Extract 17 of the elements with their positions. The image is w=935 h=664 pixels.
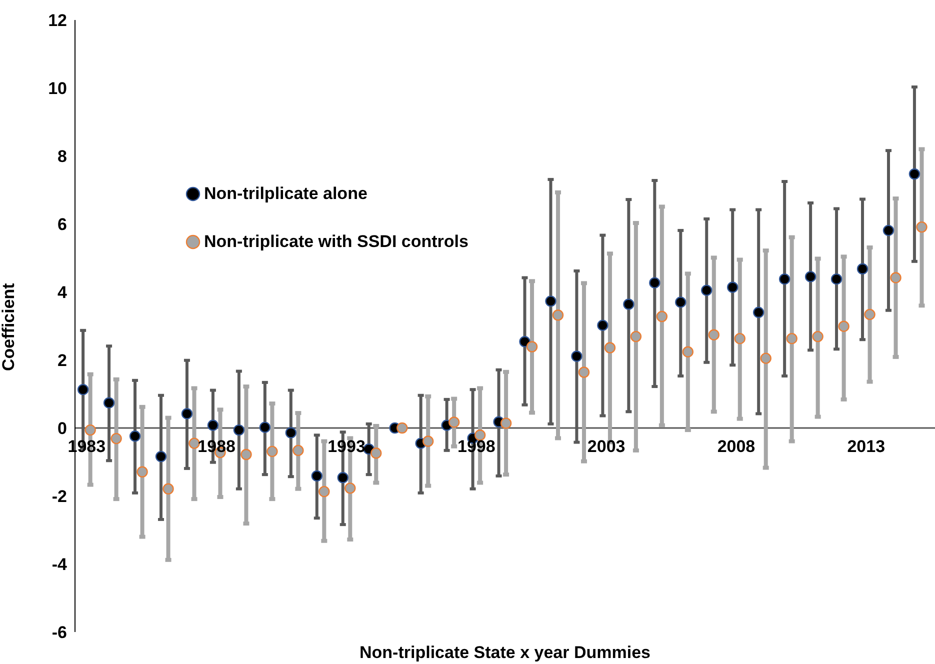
y-tick-label: 10 — [48, 79, 67, 98]
x-tick-label: 2008 — [717, 437, 756, 456]
y-tick-label: 12 — [48, 11, 67, 30]
y-tick-label: 4 — [58, 283, 68, 302]
legend-label: Non-triplicate with SSDI controls — [204, 232, 468, 252]
x-tick-label: 2013 — [847, 437, 886, 456]
x-tick-label: 2003 — [587, 437, 626, 456]
y-tick-label: -4 — [52, 555, 68, 574]
legend-label: Non-trilplicate alone — [204, 184, 368, 204]
y-tick-label: 2 — [58, 351, 67, 370]
y-tick-label: 6 — [58, 215, 67, 234]
y-tick-label: -2 — [52, 487, 67, 506]
y-tick-label: -6 — [52, 623, 67, 642]
y-tick-label: 0 — [58, 419, 67, 438]
x-axis-title: Non-triplicate State x year Dummies — [360, 643, 650, 662]
y-axis-title: Coefficient — [0, 282, 18, 371]
y-tick-label: 8 — [58, 147, 67, 166]
